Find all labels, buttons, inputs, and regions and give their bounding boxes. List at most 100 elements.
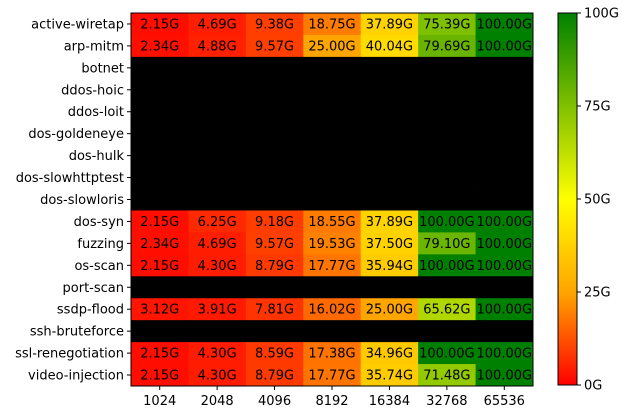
cell-value-label: 100.00G [477,215,533,230]
heatmap-cell [418,78,476,102]
y-tick-label: arp-mitm [64,39,124,54]
cell-value-label: 4.30G [198,259,237,274]
x-tick-label: 16384 [369,394,410,409]
heatmap-cell [245,166,304,189]
cell-value-label: 100.00G [477,347,533,362]
colorbar-tick-label: 25G [584,286,611,301]
heatmap-cell [303,188,362,211]
cell-value-label: 100.00G [419,215,475,230]
heatmap-cell [245,342,304,365]
heatmap-cell [360,188,419,211]
heatmap-cell [188,78,247,102]
heatmap-cell [418,254,476,277]
heatmap-cell [188,298,247,321]
y-tick-label: ssh-bruteforce [30,325,124,340]
cell-value-label: 4.30G [198,369,237,384]
cell-value-label: 19.53G [308,237,355,252]
heatmap-cell [418,100,476,124]
heatmap-cell [188,364,247,387]
heatmap-cell [418,188,476,211]
heatmap-cell [303,276,362,299]
heatmap-cell [418,166,476,189]
cell-value-label: 35.94G [366,259,413,274]
heatmap-cell [303,34,362,58]
heatmap-cell [131,34,189,58]
y-tick-label: active-wiretap [31,17,124,32]
heatmap-cell [245,13,304,36]
heatmap-cell [475,364,534,387]
heatmap-cell [418,342,476,365]
heatmap-cell [360,13,419,36]
heatmap-cell [245,122,304,146]
cell-value-label: 75.39G [423,17,470,32]
heatmap-cell [475,56,534,80]
heatmap-cell [131,364,189,387]
x-tick-label: 2048 [201,394,234,409]
heatmap-cell [360,100,419,124]
colorbar-tick-label: 50G [584,193,611,208]
y-tick-label: ddos-loit [68,105,124,120]
heatmap-cell [475,34,534,58]
cell-value-label: 4.69G [198,17,237,32]
heatmap-cell [475,232,534,255]
cell-value-label: 18.55G [308,215,355,230]
y-axis: active-wiretap arp-mitm botnet ddos-hoic ddo… [15,17,131,384]
heatmap-cell [188,144,247,167]
cell-value-label: 2.34G [140,39,179,54]
heatmap-cell [418,320,476,343]
heatmap-cell [245,56,304,80]
heatmap-cell [131,144,189,167]
heatmap-cell [188,320,247,343]
cell-value-label: 18.75G [308,17,355,32]
heatmap-cell [475,320,534,343]
heatmap-cell [475,342,534,365]
heatmap-cell [188,122,247,146]
cell-value-label: 4.69G [198,237,237,252]
cell-value-label: 2.15G [140,215,179,230]
heatmap-cell [475,210,534,233]
y-tick-label: port-scan [63,281,124,296]
heatmap-cell [245,188,304,211]
heatmap-cell [418,364,476,387]
heatmap-cell [245,364,304,387]
cell-value-label: 7.81G [255,303,294,318]
cell-value-label: 2.15G [140,17,179,32]
heatmap-cell [360,276,419,299]
heatmap-cell [131,298,189,321]
heatmap-cell [245,78,304,102]
cell-value-label: 100.00G [477,237,533,252]
heatmap-cell [360,210,419,233]
cell-value-label: 100.00G [477,303,533,318]
y-tick-label: ddos-hoic [61,83,124,98]
y-tick-label: dos-slowhttptest [16,171,124,186]
colorbar-tick-label: 75G [584,100,611,115]
heatmap-cells [130,12,534,387]
cell-value-label: 2.34G [140,237,179,252]
heatmap-cell [188,276,247,299]
y-tick-label: video-injection [28,369,124,384]
heatmap-cell [418,298,476,321]
cell-value-label: 2.15G [140,347,179,362]
heatmap-cell [188,100,247,124]
cell-value-label: 37.89G [366,215,413,230]
heatmap-cell [418,144,476,167]
cell-value-label: 8.59G [255,347,294,362]
y-tick-label: os-scan [74,259,124,274]
x-tick-label: 8192 [315,394,348,409]
heatmap-cell [303,254,362,277]
y-tick-label: fuzzing [77,237,124,252]
heatmap-cell [303,13,362,36]
heatmap-cell [360,364,419,387]
heatmap-cell [131,232,189,255]
x-tick-label: 65536 [484,394,525,409]
heatmap-cell [131,276,189,299]
heatmap-cell [303,122,362,146]
y-tick-label: dos-slowloris [40,193,124,208]
cell-value-label: 8.79G [255,259,294,274]
cell-value-label: 100.00G [477,259,533,274]
heatmap-cell [188,13,247,36]
cell-value-label: 4.30G [198,347,237,362]
x-tick-label: 1024 [143,394,176,409]
cell-value-label: 17.77G [308,369,355,384]
